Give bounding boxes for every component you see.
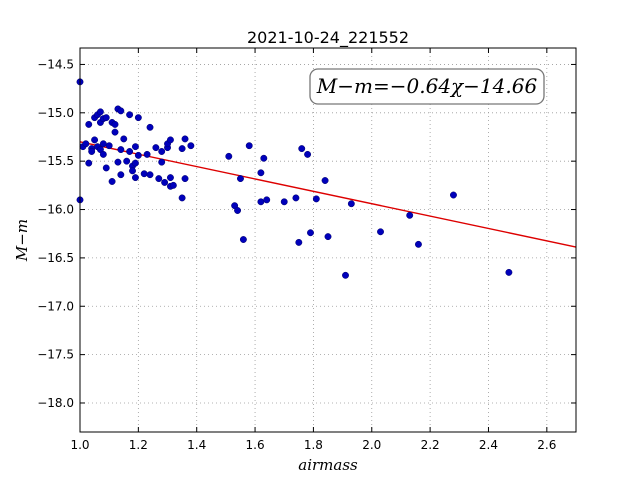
data-point: [280, 198, 288, 206]
data-point: [257, 169, 265, 177]
data-point: [263, 196, 271, 204]
data-point: [126, 111, 134, 119]
data-point: [505, 268, 513, 276]
data-point: [88, 148, 96, 155]
data-point: [178, 145, 186, 153]
y-tick-label: −17.5: [37, 348, 74, 362]
x-tick-label: 1.0: [70, 438, 89, 452]
data-point: [96, 108, 104, 116]
x-tick-label: 2.0: [362, 438, 381, 452]
y-tick-label: −15.0: [37, 106, 74, 120]
data-point: [450, 191, 457, 199]
data-point: [99, 140, 107, 148]
grid: [79, 48, 576, 432]
data-point: [85, 159, 93, 167]
y-axis-label: M−m: [13, 219, 31, 262]
x-tick-label: 2.6: [537, 438, 556, 452]
x-axis-label: airmass: [298, 456, 358, 474]
data-point: [312, 195, 320, 203]
data-point: [257, 198, 265, 206]
data-point: [102, 114, 110, 122]
data-point: [111, 128, 119, 136]
y-tick-label: −17.0: [37, 299, 74, 313]
data-point: [143, 150, 151, 158]
y-tick-label: −18.0: [37, 396, 74, 410]
data-point: [239, 236, 247, 243]
data-point: [117, 146, 125, 154]
plot-frame: [79, 47, 577, 433]
x-tick-label: 1.8: [304, 438, 323, 452]
data-point: [111, 120, 119, 128]
data-point: [298, 145, 306, 153]
data-point: [85, 120, 93, 128]
data-point: [134, 114, 142, 122]
y-tick-label: −16.5: [37, 251, 74, 265]
data-point: [131, 174, 139, 182]
data-point: [181, 135, 189, 143]
fit-annotation: M−m=−0.64χ−14.66: [316, 74, 538, 98]
fit-annotation-box: M−m=−0.64χ−14.66: [309, 68, 545, 105]
data-point: [140, 170, 148, 178]
data-point: [126, 148, 134, 155]
data-point: [146, 123, 154, 131]
data-point: [114, 158, 122, 166]
data-point: [131, 143, 139, 151]
data-point: [129, 167, 136, 175]
data-point: [304, 150, 312, 158]
data-point: [166, 174, 174, 182]
data-point: [342, 271, 349, 279]
data-point: [234, 207, 242, 214]
data-point: [117, 107, 125, 115]
data-point: [169, 181, 177, 189]
data-point: [377, 228, 384, 236]
data-point: [99, 150, 107, 158]
data-point: [245, 142, 253, 150]
y-tick-label: −16.0: [37, 203, 74, 217]
data-point: [161, 178, 169, 186]
data-point: [178, 194, 186, 202]
data-point: [134, 151, 142, 159]
data-point: [158, 148, 166, 155]
data-point: [155, 175, 163, 183]
x-tick-label: 1.2: [129, 438, 148, 452]
data-point: [108, 178, 116, 185]
data-point: [307, 229, 314, 237]
data-point: [347, 200, 355, 208]
data-point: [324, 233, 332, 241]
data-point: [237, 175, 244, 183]
data-point: [117, 171, 125, 179]
x-tick-label: 1.6: [246, 438, 265, 452]
data-point: [120, 135, 128, 143]
data-point: [123, 157, 131, 165]
data-point: [181, 175, 189, 183]
data-point: [292, 194, 300, 202]
x-tick-label: 2.4: [479, 438, 498, 452]
y-tick-label: −15.5: [37, 154, 74, 168]
data-point: [321, 177, 329, 184]
data-point: [225, 152, 233, 160]
x-tick-label: 2.2: [421, 438, 440, 452]
data-point: [295, 238, 303, 246]
data-point: [91, 136, 99, 144]
x-tick-label: 1.4: [187, 438, 206, 452]
data-point: [131, 159, 139, 167]
ticks: 1.0 1.2 1.4 1.6 1.8 2.0 2.2 2.4 2.6 −14.5 −15.0 −15…: [37, 48, 576, 452]
data-point: [146, 171, 154, 179]
data-point: [82, 140, 90, 148]
data-point: [187, 142, 195, 150]
data-point: [158, 158, 166, 166]
y-tick-label: −14.5: [37, 57, 74, 71]
chart-title: 2021-10-24_221552: [247, 28, 409, 48]
data-point: [414, 240, 422, 248]
data-point: [166, 136, 174, 144]
points-layer: [76, 78, 513, 279]
data-point: [260, 154, 268, 162]
data-point: [105, 142, 113, 150]
data-point: [152, 144, 160, 152]
data-point: [406, 211, 414, 219]
data-point: [102, 164, 110, 172]
